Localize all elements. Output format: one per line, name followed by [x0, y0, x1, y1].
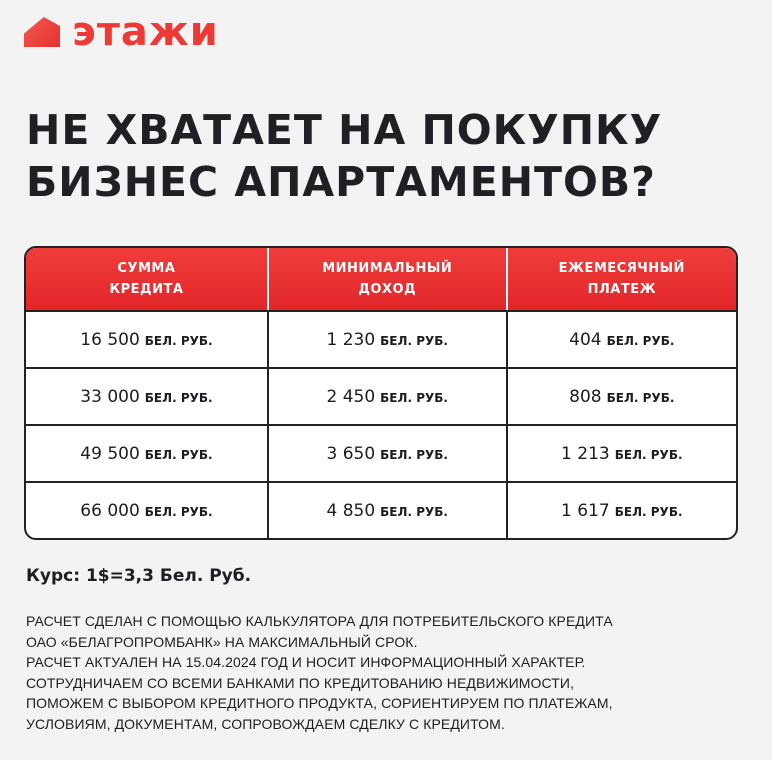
table-cell: 404 БЕЛ. РУБ.	[507, 310, 736, 367]
cell-unit: БЕЛ. РУБ.	[614, 504, 683, 519]
table-cell: 2 450 БЕЛ. РУБ.	[268, 367, 508, 424]
brand-logo: этажи	[24, 12, 219, 52]
cell-unit: БЕЛ. РУБ.	[606, 333, 675, 348]
disclaimer-line: РАСЧЕТ АКТУАЛЕН НА 15.04.2024 ГОД И НОСИ…	[26, 654, 586, 670]
disclaimer-line: ПОМОЖЕМ С ВЫБОРОМ КРЕДИТНОГО ПРОДУКТА, С…	[26, 695, 613, 711]
header-credit-amount: СУММА КРЕДИТА	[26, 248, 269, 310]
table-row: 66 000 БЕЛ. РУБ. 4 850 БЕЛ. РУБ. 1 617 БЕЛ. Р…	[26, 481, 736, 538]
table-row: 16 500 БЕЛ. РУБ. 1 230 БЕЛ. РУБ. 404 БЕЛ. РУБ…	[26, 310, 736, 367]
page-title: НЕ ХВАТАЕТ НА ПОКУПКУ БИЗНЕС АПАРТАМЕНТО…	[26, 104, 662, 208]
cell-unit: БЕЛ. РУБ.	[614, 447, 683, 462]
cell-unit: БЕЛ. РУБ.	[380, 333, 448, 348]
cell-unit: БЕЛ. РУБ.	[380, 447, 448, 462]
cell-value: 2 450	[326, 386, 376, 407]
table-cell: 4 850 БЕЛ. РУБ.	[268, 481, 508, 538]
header-monthly-payment: ЕЖЕМЕСЯЧНЫЙ ПЛАТЕЖ	[507, 248, 736, 310]
table-row: 33 000 БЕЛ. РУБ. 2 450 БЕЛ. РУБ. 808 БЕЛ. РУБ…	[26, 367, 736, 424]
cell-unit: БЕЛ. РУБ.	[380, 504, 448, 519]
cell-value: 33 000	[80, 386, 140, 407]
table-cell: 808 БЕЛ. РУБ.	[507, 367, 736, 424]
cell-value: 404	[569, 329, 602, 350]
table-cell: 16 500 БЕЛ. РУБ.	[26, 310, 269, 367]
disclaimer-line: СОТРУДНИЧАЕМ СО ВСЕМИ БАНКАМИ ПО КРЕДИТО…	[26, 674, 575, 691]
disclaimer: РАСЧЕТ СДЕЛАН С ПОМОЩЬЮ КАЛЬКУЛЯТОРА ДЛЯ…	[26, 611, 756, 734]
cell-unit: БЕЛ. РУБ.	[144, 504, 213, 519]
cell-unit: БЕЛ. РУБ.	[144, 447, 213, 462]
cell-value: 1 230	[326, 329, 376, 350]
cell-value: 3 650	[326, 443, 376, 464]
cell-value: 1 617	[561, 500, 610, 521]
title-line: НЕ ХВАТАЕТ НА ПОКУПКУ	[26, 106, 663, 154]
cell-unit: БЕЛ. РУБ.	[144, 390, 213, 405]
header-min-income: МИНИМАЛЬНЫЙ ДОХОД	[268, 248, 508, 310]
table-cell: 49 500 БЕЛ. РУБ.	[26, 424, 269, 481]
table-cell: 66 000 БЕЛ. РУБ.	[26, 481, 269, 538]
cell-value: 4 850	[326, 500, 376, 521]
cell-unit: БЕЛ. РУБ.	[380, 390, 448, 405]
cell-value: 66 000	[80, 500, 140, 521]
table-cell: 1 213 БЕЛ. РУБ.	[507, 424, 736, 481]
credit-table: СУММА КРЕДИТА МИНИМАЛЬНЫЙ ДОХОД ЕЖЕМЕСЯЧНЫ…	[24, 246, 738, 540]
table-cell: 3 650 БЕЛ. РУБ.	[268, 424, 508, 481]
cell-unit: БЕЛ. РУБ.	[606, 390, 675, 405]
table-cell: 33 000 БЕЛ. РУБ.	[26, 367, 269, 424]
exchange-rate: Курс: 1$=3,3 Бел. Руб.	[26, 566, 252, 586]
table-row: 49 500 БЕЛ. РУБ. 3 650 БЕЛ. РУБ. 1 213 БЕЛ. Р…	[26, 424, 736, 481]
table-cell: 1 617 БЕЛ. РУБ.	[507, 481, 736, 538]
cell-unit: БЕЛ. РУБ.	[144, 333, 213, 348]
cell-value: 16 500	[80, 329, 140, 350]
cell-value: 808	[569, 386, 602, 407]
disclaimer-line: УСЛОВИЯМ, ДОКУМЕНТАМ, СОПРОВОЖДАЕМ СДЕЛК…	[26, 715, 505, 732]
brand-name: этажи	[72, 9, 219, 55]
cell-value: 49 500	[80, 443, 140, 464]
table-cell: 1 230 БЕЛ. РУБ.	[268, 310, 508, 367]
title-line: БИЗНЕС АПАРТАМЕНТОВ?	[26, 158, 656, 206]
disclaimer-line: ОАО «БЕЛАГРОПРОМБАНК» НА МАКСИМАЛЬНЫЙ СР…	[26, 633, 418, 650]
building-icon	[24, 17, 60, 47]
disclaimer-line: РАСЧЕТ СДЕЛАН С ПОМОЩЬЮ КАЛЬКУЛЯТОРА ДЛЯ…	[26, 613, 613, 629]
cell-value: 1 213	[561, 443, 610, 464]
